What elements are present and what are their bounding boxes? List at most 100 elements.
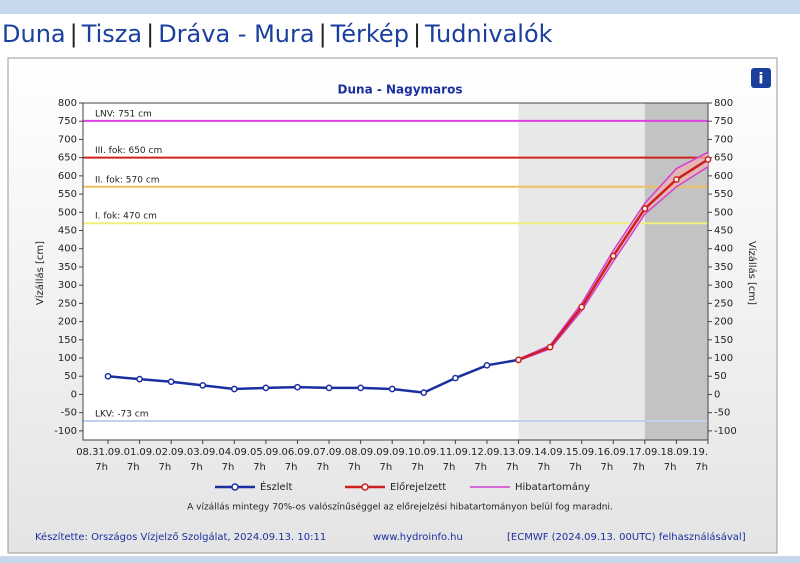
- nav-separator: |: [319, 20, 327, 48]
- x-tick-label: 09.09.: [360, 447, 392, 458]
- nav-link[interactable]: Dráva - Mura: [158, 20, 314, 48]
- y2-tick-label: 550: [714, 189, 733, 200]
- nav-link[interactable]: Tisza: [81, 20, 142, 48]
- footer-source: [ECMWF (2024.09.13. 00UTC) felhasználásá…: [507, 531, 746, 543]
- x-tick-label: 09.14.: [518, 447, 550, 458]
- x-tick-label: 09.02.: [139, 447, 171, 458]
- series-point: [704, 156, 712, 163]
- series-point: [546, 343, 554, 351]
- x-tick-time: 7h: [190, 462, 203, 473]
- y2-tick-label: 50: [714, 371, 727, 382]
- y-tick-label: -50: [61, 408, 77, 419]
- forecast-region: [644, 103, 708, 440]
- x-tick-time: 7h: [222, 462, 235, 473]
- legend-marker: [231, 483, 239, 491]
- y-tick-label: 800: [58, 98, 77, 109]
- x-tick-time: 7h: [632, 462, 645, 473]
- x-tick-time: 7h: [601, 462, 614, 473]
- nav-separator: |: [70, 20, 78, 48]
- note: A vízállás mintegy 70%-os valószínűségge…: [187, 502, 613, 513]
- reference-label: LKV: -73 cm: [95, 410, 149, 420]
- nav-separator: |: [146, 20, 154, 48]
- series-point: [483, 361, 491, 369]
- y2-tick-label: -100: [714, 426, 737, 437]
- x-tick-label: 09.11.: [424, 447, 456, 458]
- y2-tick-label: 750: [714, 116, 733, 127]
- y2-tick-label: 450: [714, 226, 733, 237]
- top-bar: [0, 0, 800, 14]
- series-point: [104, 372, 112, 380]
- series-point: [230, 385, 238, 393]
- reference-label: I. fok: 470 cm: [95, 212, 157, 222]
- y-tick-label: 400: [58, 244, 77, 255]
- x-tick-time: 7h: [474, 462, 487, 473]
- x-tick-label: 09.12.: [455, 447, 487, 458]
- reference-label: III. fok: 650 cm: [95, 146, 162, 156]
- x-tick-label: 09.16.: [581, 447, 613, 458]
- info-icon[interactable]: [751, 68, 771, 88]
- y-tick-label: -100: [54, 426, 77, 437]
- y-tick-label: 700: [58, 134, 77, 145]
- series-point: [641, 205, 649, 213]
- x-tick-time: 7h: [285, 462, 298, 473]
- series-point: [452, 374, 459, 382]
- footer-url[interactable]: www.hydroinfo.hu: [373, 532, 463, 543]
- x-tick-time: 7h: [695, 462, 708, 473]
- x-tick-label: 09.06.: [266, 447, 298, 458]
- y2-tick-label: -50: [714, 408, 730, 419]
- y2-tick-label: 500: [714, 207, 733, 218]
- series-point: [325, 384, 333, 392]
- legend-label: Észlelt: [260, 480, 292, 493]
- nav-link[interactable]: Duna: [2, 20, 66, 48]
- y-tick-label: 350: [58, 262, 77, 273]
- x-tick-label: 09.18.: [645, 447, 677, 458]
- y-tick-label: 250: [58, 298, 77, 309]
- y-tick-label: 500: [58, 207, 77, 218]
- nav-link[interactable]: Térkép: [330, 20, 409, 48]
- x-tick-label: 09.04.: [203, 447, 235, 458]
- series-point: [136, 375, 143, 383]
- plot-border: [82, 102, 709, 441]
- legend-label: Hibatartomány: [515, 481, 590, 493]
- y-tick-label: 600: [58, 171, 77, 182]
- series-line: [107, 358, 519, 394]
- x-tick-time: 7h: [380, 462, 393, 473]
- bottom-bar: [0, 556, 800, 563]
- x-tick-label: 09.19.: [676, 447, 708, 458]
- series-point: [262, 384, 270, 392]
- y2-tick-label: 150: [714, 335, 733, 346]
- y2-axis-label: Vízállás [cm]: [746, 241, 758, 305]
- chart-title: Duna - Nagymaros: [338, 83, 463, 97]
- y-tick-label: 200: [58, 317, 77, 328]
- y2-tick-label: 300: [714, 280, 733, 291]
- x-tick-time: 7h: [316, 462, 329, 473]
- x-tick-time: 7h: [537, 462, 550, 473]
- x-tick-time: 7h: [443, 462, 456, 473]
- legend-label: Előrejelzett: [390, 481, 446, 493]
- x-tick-label: 09.08.: [329, 447, 361, 458]
- y2-tick-label: 100: [714, 353, 733, 364]
- x-tick-time: 7h: [569, 462, 582, 473]
- x-tick-time: 7h: [664, 462, 677, 473]
- x-tick-label: 09.15.: [550, 447, 582, 458]
- series-point: [388, 385, 396, 393]
- x-tick-label: 09.05.: [234, 447, 266, 458]
- x-tick-label: 09.17.: [613, 447, 645, 458]
- y2-tick-label: 400: [714, 244, 733, 255]
- y2-tick-label: 350: [714, 262, 733, 273]
- info-icon-text[interactable]: i: [758, 70, 763, 88]
- x-tick-label: 09.01.: [108, 447, 140, 458]
- x-tick-time: 7h: [506, 462, 519, 473]
- nav-link[interactable]: Tudnivalók: [424, 20, 553, 48]
- x-tick-time: 7h: [127, 462, 140, 473]
- series-point: [167, 378, 175, 386]
- x-tick-time: 7h: [158, 462, 171, 473]
- series-point: [673, 176, 680, 183]
- y-tick-label: 150: [58, 335, 77, 346]
- y-tick-label: 750: [58, 116, 77, 127]
- x-tick-label: 08.31.: [76, 447, 108, 458]
- series-point: [578, 303, 586, 311]
- x-tick-time: 7h: [253, 462, 266, 473]
- series-point: [357, 384, 364, 392]
